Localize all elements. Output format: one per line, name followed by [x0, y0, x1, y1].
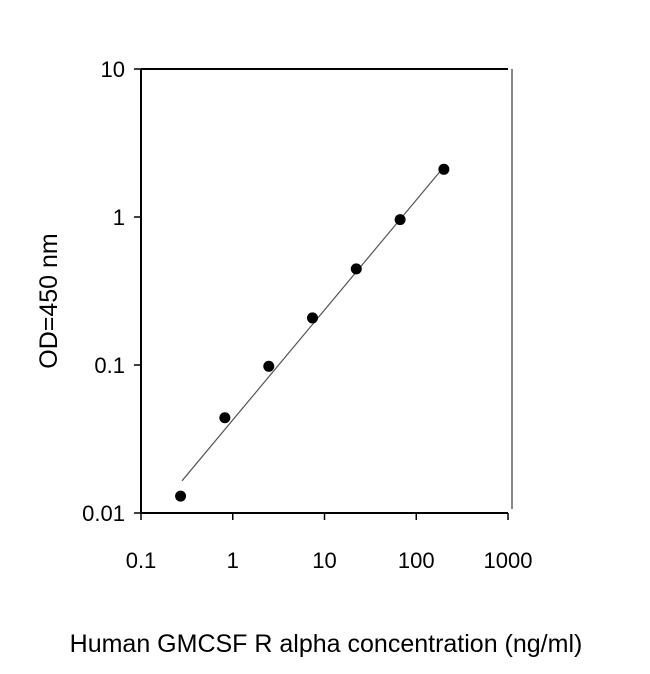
x-tick-labels: 0.1 1 10 100 1000 [126, 548, 533, 573]
x-tick-label: 1000 [484, 548, 533, 573]
y-tick-label: 0.1 [94, 353, 125, 378]
x-tick-label: 0.1 [126, 548, 157, 573]
y-tick-labels: 0.01 0.1 1 10 [82, 57, 125, 526]
data-point [219, 412, 231, 424]
y-axis-label: OD=450 nm [35, 233, 63, 369]
axes [140, 68, 513, 514]
data-points [175, 163, 450, 502]
data-point [175, 490, 187, 502]
x-axis-label: Human GMCSF R alpha concentration (ng/ml… [70, 630, 583, 658]
data-point [350, 263, 362, 275]
data-point [307, 312, 319, 324]
y-tick-label: 1 [113, 205, 125, 230]
fit-line-group [181, 166, 445, 482]
x-tick-label: 10 [312, 548, 336, 573]
fit-line [181, 166, 445, 482]
ticks [134, 68, 509, 520]
data-point [438, 163, 450, 175]
data-point [263, 360, 275, 372]
y-tick-label: 0.01 [82, 501, 125, 526]
y-tick-label: 10 [101, 57, 125, 82]
data-point [394, 214, 406, 226]
x-tick-label: 1 [227, 548, 239, 573]
x-tick-label: 100 [398, 548, 435, 573]
